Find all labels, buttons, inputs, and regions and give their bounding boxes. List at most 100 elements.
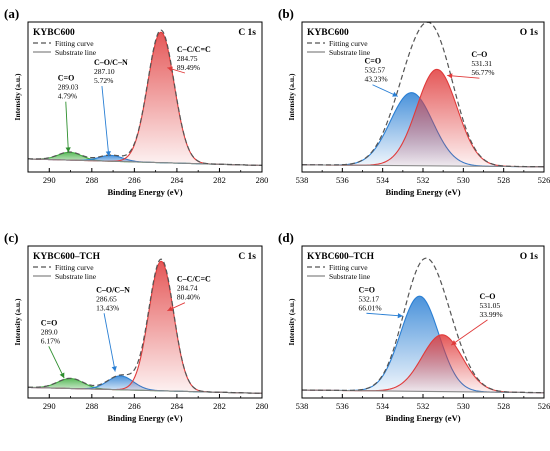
- x-tick-label: 290: [43, 175, 56, 185]
- peak-center: 289.03: [58, 83, 79, 92]
- peak-center: 286.65: [96, 294, 117, 303]
- legend-substrate-label: Substrate line: [55, 272, 97, 281]
- peak-name: C–O/C–N: [94, 58, 128, 67]
- peak-arrow-line: [366, 312, 403, 317]
- x-tick-label: 290: [43, 401, 56, 411]
- peak-arrow-head: [451, 340, 457, 346]
- x-tick-label: 532: [417, 175, 430, 185]
- peak-center: 289.0: [41, 327, 58, 336]
- x-tick-label: 284: [171, 175, 185, 185]
- peak-arrow-head: [392, 91, 398, 97]
- x-tick-label: 286: [128, 175, 141, 185]
- peak-name: C–C/C=C: [177, 275, 211, 284]
- peak-center: 284.74: [177, 284, 198, 293]
- x-tick-label: 528: [497, 401, 510, 411]
- peak-center: 287.10: [94, 67, 115, 76]
- x-tick-label: 286: [128, 401, 141, 411]
- peak-arrow-head: [105, 151, 111, 157]
- peak-percent: 43.23%: [365, 75, 388, 84]
- sample-name: KYBC600: [33, 28, 75, 38]
- y-axis-label: Intensity (a.u.): [13, 298, 22, 345]
- legend-fit-label: Fitting curve: [329, 263, 368, 272]
- sample-name: KYBC600: [307, 28, 349, 38]
- x-axis-label: Binding Energy (eV): [385, 413, 460, 423]
- panel-label: (c): [4, 230, 18, 245]
- peak-percent: 56.77%: [471, 68, 494, 77]
- x-tick-label: 536: [336, 175, 349, 185]
- x-tick-label: 534: [376, 175, 390, 185]
- plot-area-d: [302, 257, 544, 394]
- peak-fill-2: [28, 32, 262, 166]
- fitting-curve: [302, 257, 544, 394]
- peak-percent: 13.43%: [96, 303, 119, 312]
- x-tick-label: 532: [417, 401, 430, 411]
- panel-label: (a): [4, 6, 19, 21]
- peak-fill-1: [302, 334, 544, 393]
- y-axis-label: Intensity (a.u.): [287, 298, 296, 345]
- x-tick-label: 280: [256, 175, 269, 185]
- peak-percent: 5.72%: [94, 76, 113, 85]
- plot-area-b: [302, 22, 544, 168]
- x-tick-label: 280: [256, 401, 269, 411]
- peak-arrow-line: [447, 75, 480, 79]
- legend-fit-label: Fitting curve: [329, 39, 368, 48]
- x-tick-label: 282: [213, 401, 226, 411]
- x-tick-label: 528: [497, 175, 510, 185]
- peak-percent: 6.17%: [41, 336, 60, 345]
- peak-arrow-head: [167, 66, 173, 72]
- peak-name: C=O: [41, 318, 58, 327]
- peak-fill-0: [28, 152, 262, 166]
- x-tick-label: 526: [538, 175, 550, 185]
- peak-center: 284.75: [177, 54, 198, 63]
- x-axis-label: Binding Energy (eV): [385, 187, 460, 197]
- peak-percent: 33.99%: [479, 310, 502, 319]
- plot-frame: [27, 21, 263, 173]
- x-axis-label: Binding Energy (eV): [107, 187, 182, 197]
- legend-substrate-label: Substrate line: [329, 272, 371, 281]
- fitting-curve: [28, 29, 262, 166]
- x-tick-label: 284: [171, 401, 185, 411]
- peak-name: C–O/C–N: [96, 285, 130, 294]
- peak-name: C=O: [365, 57, 382, 66]
- peak-percent: 66.01%: [358, 303, 381, 312]
- peak-center: 532.17: [358, 294, 379, 303]
- peak-percent: 80.40%: [177, 293, 200, 302]
- x-tick-label: 534: [376, 401, 390, 411]
- x-tick-label: 538: [296, 401, 309, 411]
- peak-name: C=O: [58, 74, 75, 83]
- panel-c: 290 288 286 284 282 280 Binding Energy (eV) Int…: [4, 230, 268, 423]
- peak-name: C–O: [471, 50, 487, 59]
- peak-percent: 4.79%: [58, 92, 77, 101]
- peak-fill-0: [28, 378, 262, 394]
- fitting-curve: [28, 258, 262, 394]
- y-axis-label: Intensity (a.u.): [13, 73, 22, 120]
- x-tick-label: 282: [213, 175, 226, 185]
- plot-frame: [27, 245, 263, 399]
- x-axis-label: Binding Energy (eV): [107, 413, 182, 423]
- panel-d: 538 536 534 532 530 528 526 Binding Energy (eV)…: [278, 230, 550, 423]
- x-tick-label: 536: [336, 401, 349, 411]
- peak-arrow-head: [111, 366, 117, 372]
- peak-arrow-line: [450, 319, 488, 346]
- panel-label: (b): [278, 6, 294, 21]
- peak-arrow-line: [65, 101, 69, 153]
- panel-b: 538 536 534 532 530 528 526 Binding Energy (eV)…: [278, 6, 550, 197]
- peak-arrow-head: [397, 313, 403, 319]
- region-label: C 1s: [238, 252, 256, 262]
- peak-arrow-head: [447, 73, 453, 79]
- peak-name: C–C/C=C: [177, 45, 211, 54]
- plot-area-c: [28, 258, 262, 394]
- legend-substrate-label: Substrate line: [55, 48, 97, 57]
- panel-label: (d): [278, 230, 294, 245]
- region-label: O 1s: [520, 252, 539, 262]
- peak-name: C=O: [358, 285, 375, 294]
- x-tick-label: 538: [296, 175, 309, 185]
- peak-center: 532.57: [365, 66, 386, 75]
- legend-fit-label: Fitting curve: [55, 263, 94, 272]
- region-label: C 1s: [238, 28, 256, 38]
- legend-substrate-label: Substrate line: [329, 48, 371, 57]
- y-axis-label: Intensity (a.u.): [287, 73, 296, 120]
- x-tick-label: 530: [457, 401, 470, 411]
- peak-arrow-head: [65, 147, 71, 153]
